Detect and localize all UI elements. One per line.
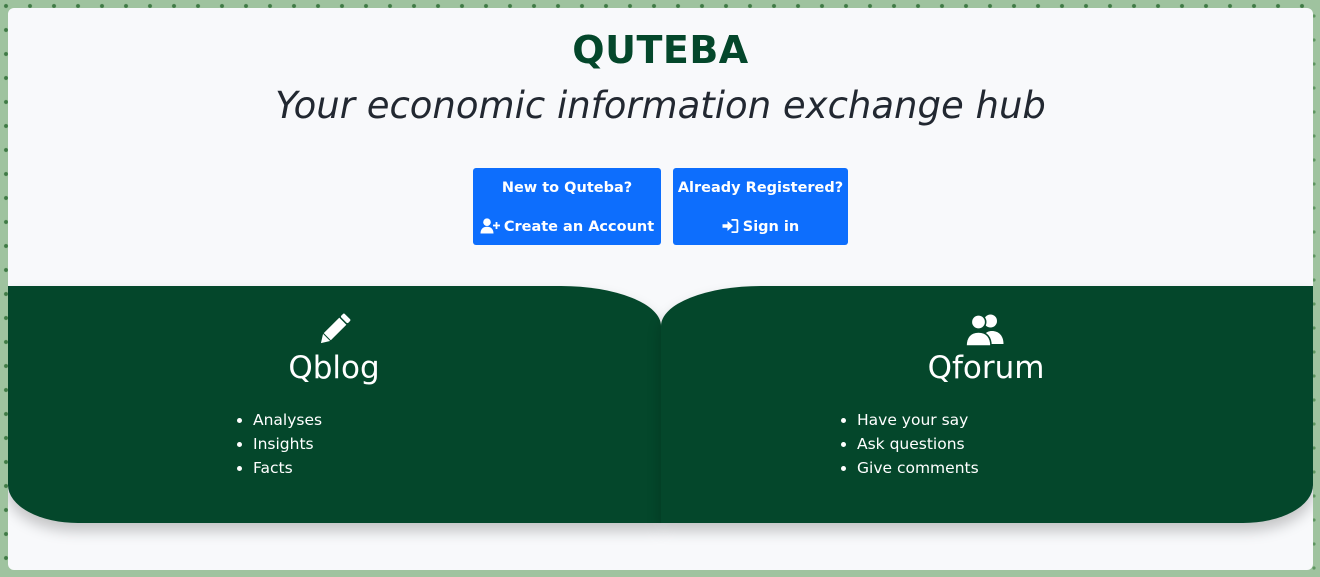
users-icon — [965, 312, 1005, 348]
sign-in-label: Sign in — [742, 219, 800, 235]
qblog-title: Qblog — [288, 350, 380, 386]
main-card: QUTEBA Your economic information exchang… — [8, 8, 1313, 570]
list-item: Ask questions — [857, 432, 979, 456]
sign-in-button[interactable]: Already Registered? Sign in — [673, 168, 848, 245]
hero-section: QUTEBA Your economic information exchang… — [8, 8, 1313, 286]
create-account-label: Create an Account — [503, 219, 655, 235]
sign-in-prompt: Already Registered? — [677, 180, 844, 196]
qforum-feature-list: Have your say Ask questions Give comment… — [835, 408, 979, 480]
list-item: Insights — [253, 432, 322, 456]
create-account-prompt: New to Quteba? — [501, 180, 633, 196]
qforum-panel[interactable]: Qforum Have your say Ask questions Give … — [661, 286, 1313, 523]
list-item: Have your say — [857, 408, 979, 432]
user-plus-icon — [480, 218, 500, 240]
qforum-title: Qforum — [927, 350, 1045, 386]
list-item: Analyses — [253, 408, 322, 432]
list-item: Facts — [253, 456, 322, 480]
list-item: Give comments — [857, 456, 979, 480]
sign-in-icon — [722, 218, 739, 240]
pencil-icon — [314, 312, 354, 348]
brand-title: QUTEBA — [572, 28, 749, 72]
qblog-feature-list: Analyses Insights Facts — [231, 408, 322, 480]
tagline: Your economic information exchange hub — [275, 84, 1046, 127]
create-account-button[interactable]: New to Quteba? Create an Account — [473, 168, 661, 245]
features-section: Qblog Analyses Insights Facts Qforum Hav… — [8, 286, 1313, 523]
qblog-panel[interactable]: Qblog Analyses Insights Facts — [8, 286, 661, 523]
